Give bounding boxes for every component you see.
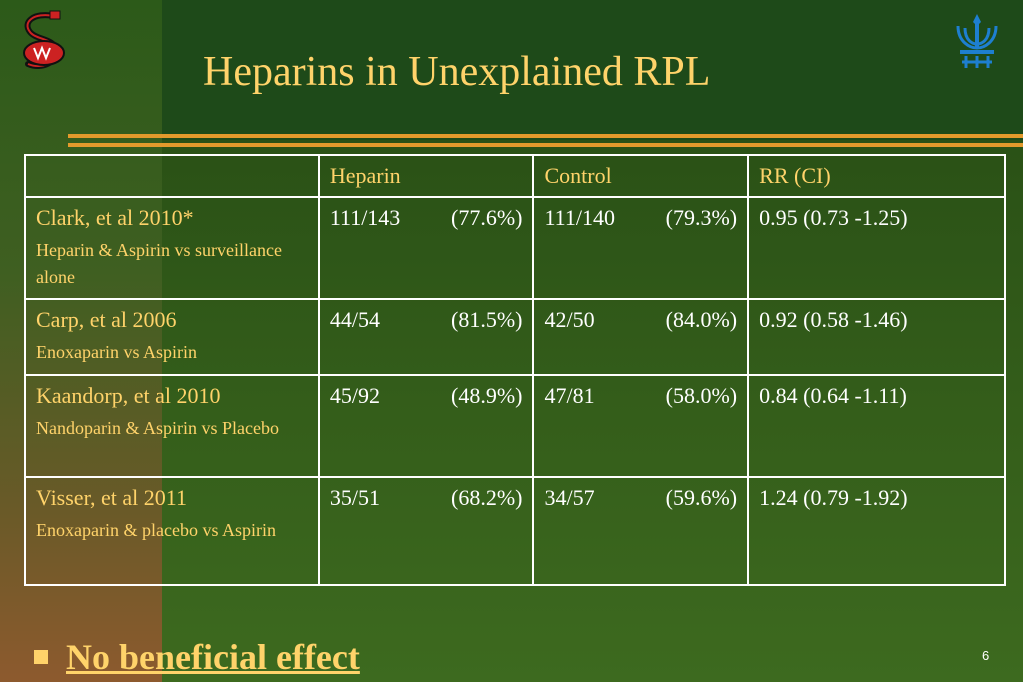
table-row: Visser, et al 2011 Enoxaparin & placebo … [24,475,1006,586]
control-percent: (58.0%) [665,382,738,408]
title-divider [68,134,1023,138]
rr-cell: 0.95 (0.73 -1.25) [747,195,1006,300]
heparin-count: 35/51 [329,484,380,510]
conclusion-bullet: No beneficial effect [34,636,360,678]
square-bullet-icon [34,650,48,664]
conclusion-text: No beneficial effect [66,637,360,677]
control-percent: (79.3%) [665,204,738,230]
slide-title: Heparins in Unexplained RPL [203,49,711,95]
control-count: 47/81 [544,382,595,408]
control-percent: (84.0%) [665,306,738,332]
table-row: Clark, et al 2010* Heparin & Aspirin vs … [24,195,1006,300]
control-count: 42/50 [544,306,595,332]
heparin-count: 44/54 [329,306,380,332]
heparin-cell: 44/54 (81.5%) [317,297,535,376]
header-cell-heparin: Heparin [317,154,535,198]
results-table: Heparin Control RR (CI) Clark, et al 201… [24,154,1006,586]
heparin-percent: (68.2%) [451,484,523,510]
table-row: Carp, et al 2006 Enoxaparin vs Aspirin 4… [24,297,1006,376]
rr-cell: 1.24 (0.79 -1.92) [747,475,1006,586]
study-name: Kaandorp, et al 2010 [36,382,221,408]
study-cell: Kaandorp, et al 2010 Nandoparin & Aspiri… [24,373,320,478]
header-cell-rr: RR (CI) [747,154,1006,198]
study-note: Enoxaparin vs Aspirin [36,342,197,362]
study-name: Visser, et al 2011 [36,484,187,510]
heparin-count: 45/92 [329,382,380,408]
rr-cell: 0.92 (0.58 -1.46) [747,297,1006,376]
heparin-cell: 35/51 (68.2%) [317,475,535,586]
header-cell-empty [24,154,320,198]
table-row: Kaandorp, et al 2010 Nandoparin & Aspiri… [24,373,1006,478]
control-count: 111/140 [544,204,615,230]
heparin-percent: (81.5%) [451,306,523,332]
study-cell: Carp, et al 2006 Enoxaparin vs Aspirin [24,297,320,376]
control-cell: 34/57 (59.6%) [532,475,750,586]
study-note: Enoxaparin & placebo vs Aspirin [36,520,276,540]
control-cell: 111/140 (79.3%) [532,195,750,300]
control-count: 34/57 [544,484,595,510]
heparin-cell: 111/143 (77.6%) [317,195,535,300]
heparin-percent: (77.6%) [451,204,523,230]
heparin-percent: (48.9%) [451,382,523,408]
control-cell: 47/81 (58.0%) [532,373,750,478]
menorah-emblem-icon [952,12,1002,74]
control-percent: (59.6%) [665,484,738,510]
study-cell: Visser, et al 2011 Enoxaparin & placebo … [24,475,320,586]
study-name: Carp, et al 2006 [36,306,177,332]
study-note: Heparin & Aspirin vs surveillance alone [36,240,282,287]
table-header-row: Heparin Control RR (CI) [24,154,1006,198]
title-divider-secondary [68,143,1023,147]
heparin-count: 111/143 [329,204,401,230]
study-cell: Clark, et al 2010* Heparin & Aspirin vs … [24,195,320,300]
header-cell-control: Control [532,154,750,198]
page-number: 6 [982,648,990,663]
hospital-emblem-icon [14,8,74,76]
control-cell: 42/50 (84.0%) [532,297,750,376]
heparin-cell: 45/92 (48.9%) [317,373,535,478]
title-band [162,0,1023,140]
study-name: Clark, et al 2010* [36,204,194,230]
study-note: Nandoparin & Aspirin vs Placebo [36,418,279,438]
rr-cell: 0.84 (0.64 -1.11) [747,373,1006,478]
